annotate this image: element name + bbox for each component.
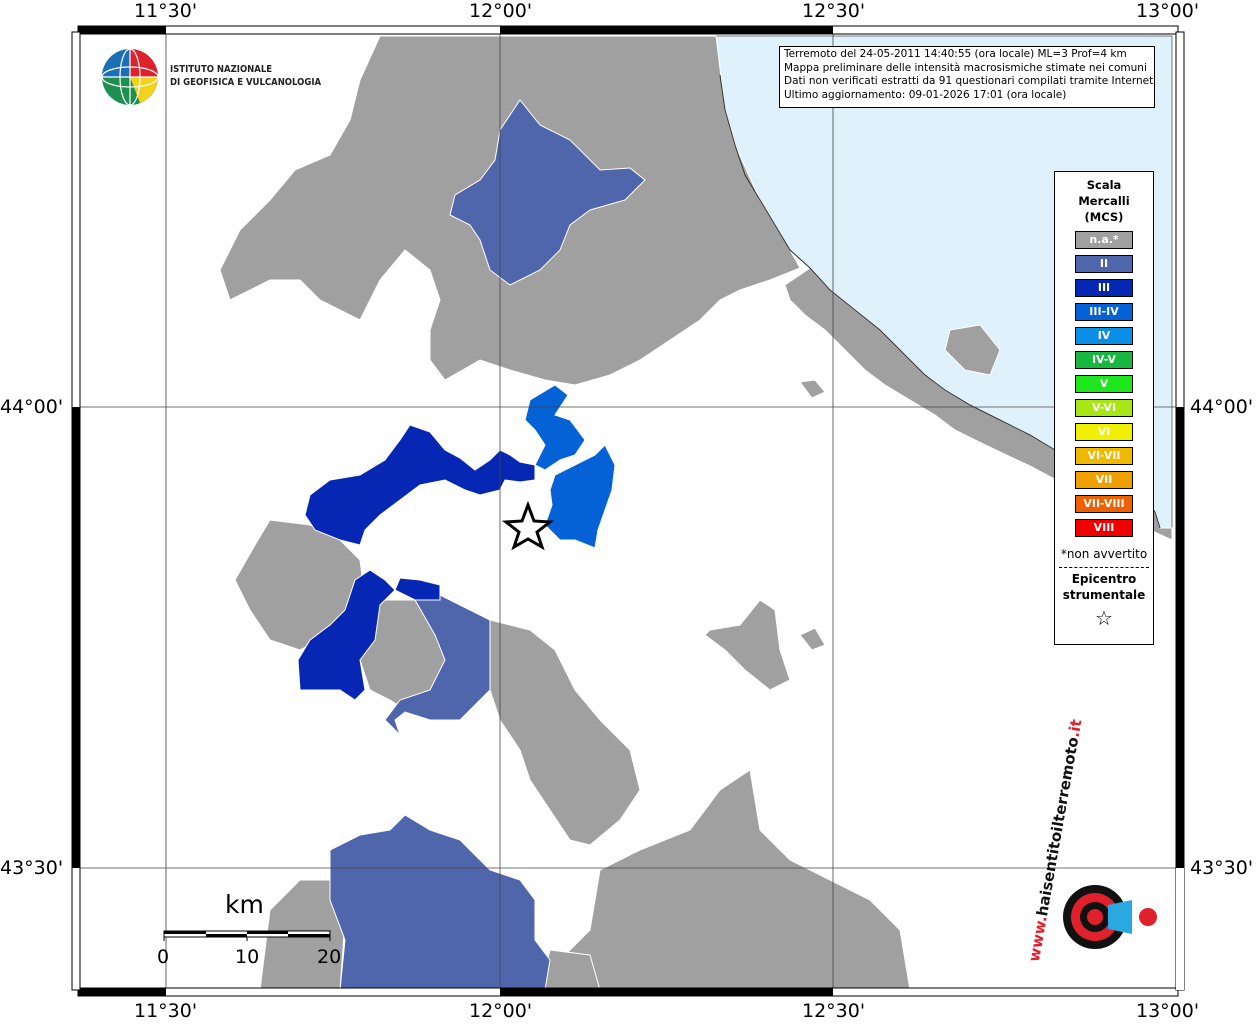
lon-label-bottom: 13°00' — [1136, 1000, 1200, 1022]
graticule — [78, 32, 1178, 990]
frame-ticks — [71, 25, 1185, 997]
lon-label-top: 11°30' — [134, 0, 198, 22]
scale-bar — [163, 930, 331, 941]
legend-epicenter-label: Epicentro strumentale — [1055, 571, 1153, 603]
legend-item: V — [1075, 375, 1133, 393]
legend-divider — [1059, 567, 1149, 568]
legend-item: IV-V — [1075, 351, 1133, 369]
logo-line: ISTITUTO NAZIONALE — [170, 64, 273, 75]
legend-items: n.a.* II III III-IV IV IV-V V V-VI VI VI-VII VII VI… — [1055, 231, 1153, 537]
legend-item: VI-VII — [1075, 447, 1133, 465]
lon-label-bottom: 12°30' — [802, 1000, 866, 1022]
legend-title-line: Scala — [1086, 178, 1122, 192]
legend-item: VI — [1075, 423, 1133, 441]
lon-label-bottom: 12°00' — [469, 1000, 533, 1022]
event-info-line: Ultimo aggiornamento: 09-01-2026 17:01 (… — [784, 88, 1067, 101]
legend-item: VII — [1075, 471, 1133, 489]
mcs-legend: Scala Mercalli (MCS) n.a.* II III III-IV IV I… — [1054, 171, 1154, 645]
comuni-mcs-III-IV — [524, 384, 616, 549]
legend-epicenter-line: Epicentro — [1071, 572, 1137, 586]
legend-star-icon: ☆ — [1095, 606, 1113, 630]
lat-label-right: 43°30' — [1190, 857, 1254, 879]
badge-tld: .it — [1064, 717, 1086, 739]
scale-bar-label: 20 — [317, 946, 342, 968]
lat-label-left: 43°30' — [0, 857, 64, 879]
comuni-mcs-III — [297, 424, 536, 701]
legend-item: II — [1075, 255, 1133, 273]
logo-line: DI GEOFISICA E VULCANOLOGIA — [170, 77, 322, 88]
legend-title-line: Mercalli — [1078, 194, 1130, 208]
legend-title: Scala Mercalli (MCS) — [1055, 177, 1153, 225]
event-info-line: Dati non verificati estratti da 91 quest… — [784, 75, 1155, 87]
scale-bar-label: 10 — [235, 946, 260, 968]
ingv-logo-icon — [101, 48, 159, 106]
lat-label-left: 44°00' — [0, 396, 64, 418]
epicenter-star-icon — [501, 500, 555, 551]
event-info-line: Mappa preliminare delle intensità macros… — [784, 61, 1147, 74]
legend-title-line: (MCS) — [1084, 210, 1124, 224]
scale-bar-label: 0 — [157, 946, 170, 968]
legend-item: VII-VIII — [1075, 495, 1133, 513]
legend-item: III — [1075, 279, 1133, 297]
event-info-box: Terremoto del 24-05-2011 14:40:55 (ora l… — [779, 46, 1155, 108]
lon-label-bottom: 11°30' — [134, 1000, 198, 1022]
legend-item: V-VI — [1075, 399, 1133, 417]
legend-item: IV — [1075, 327, 1133, 345]
comuni-mcs-II — [329, 99, 646, 991]
legend-item: III-IV — [1075, 303, 1133, 321]
legend-item: VIII — [1075, 519, 1133, 537]
legend-epicenter-line: strumentale — [1062, 588, 1146, 602]
ingv-logo-text: ISTITUTO NAZIONALE DI GEOFISICA E VULCAN… — [170, 63, 321, 89]
event-info-line: Terremoto del 24-05-2011 14:40:55 (ora l… — [784, 48, 1127, 60]
haisentito-badge-icon — [1062, 881, 1157, 953]
lon-label-top: 12°00' — [469, 0, 533, 22]
lat-label-right: 44°00' — [1190, 396, 1254, 418]
scale-bar-unit: km — [225, 890, 264, 919]
legend-item: n.a.* — [1075, 231, 1133, 249]
lon-label-top: 13°00' — [1136, 0, 1200, 22]
lon-label-top: 12°30' — [802, 0, 866, 22]
legend-note: *non avvertito — [1060, 547, 1148, 561]
